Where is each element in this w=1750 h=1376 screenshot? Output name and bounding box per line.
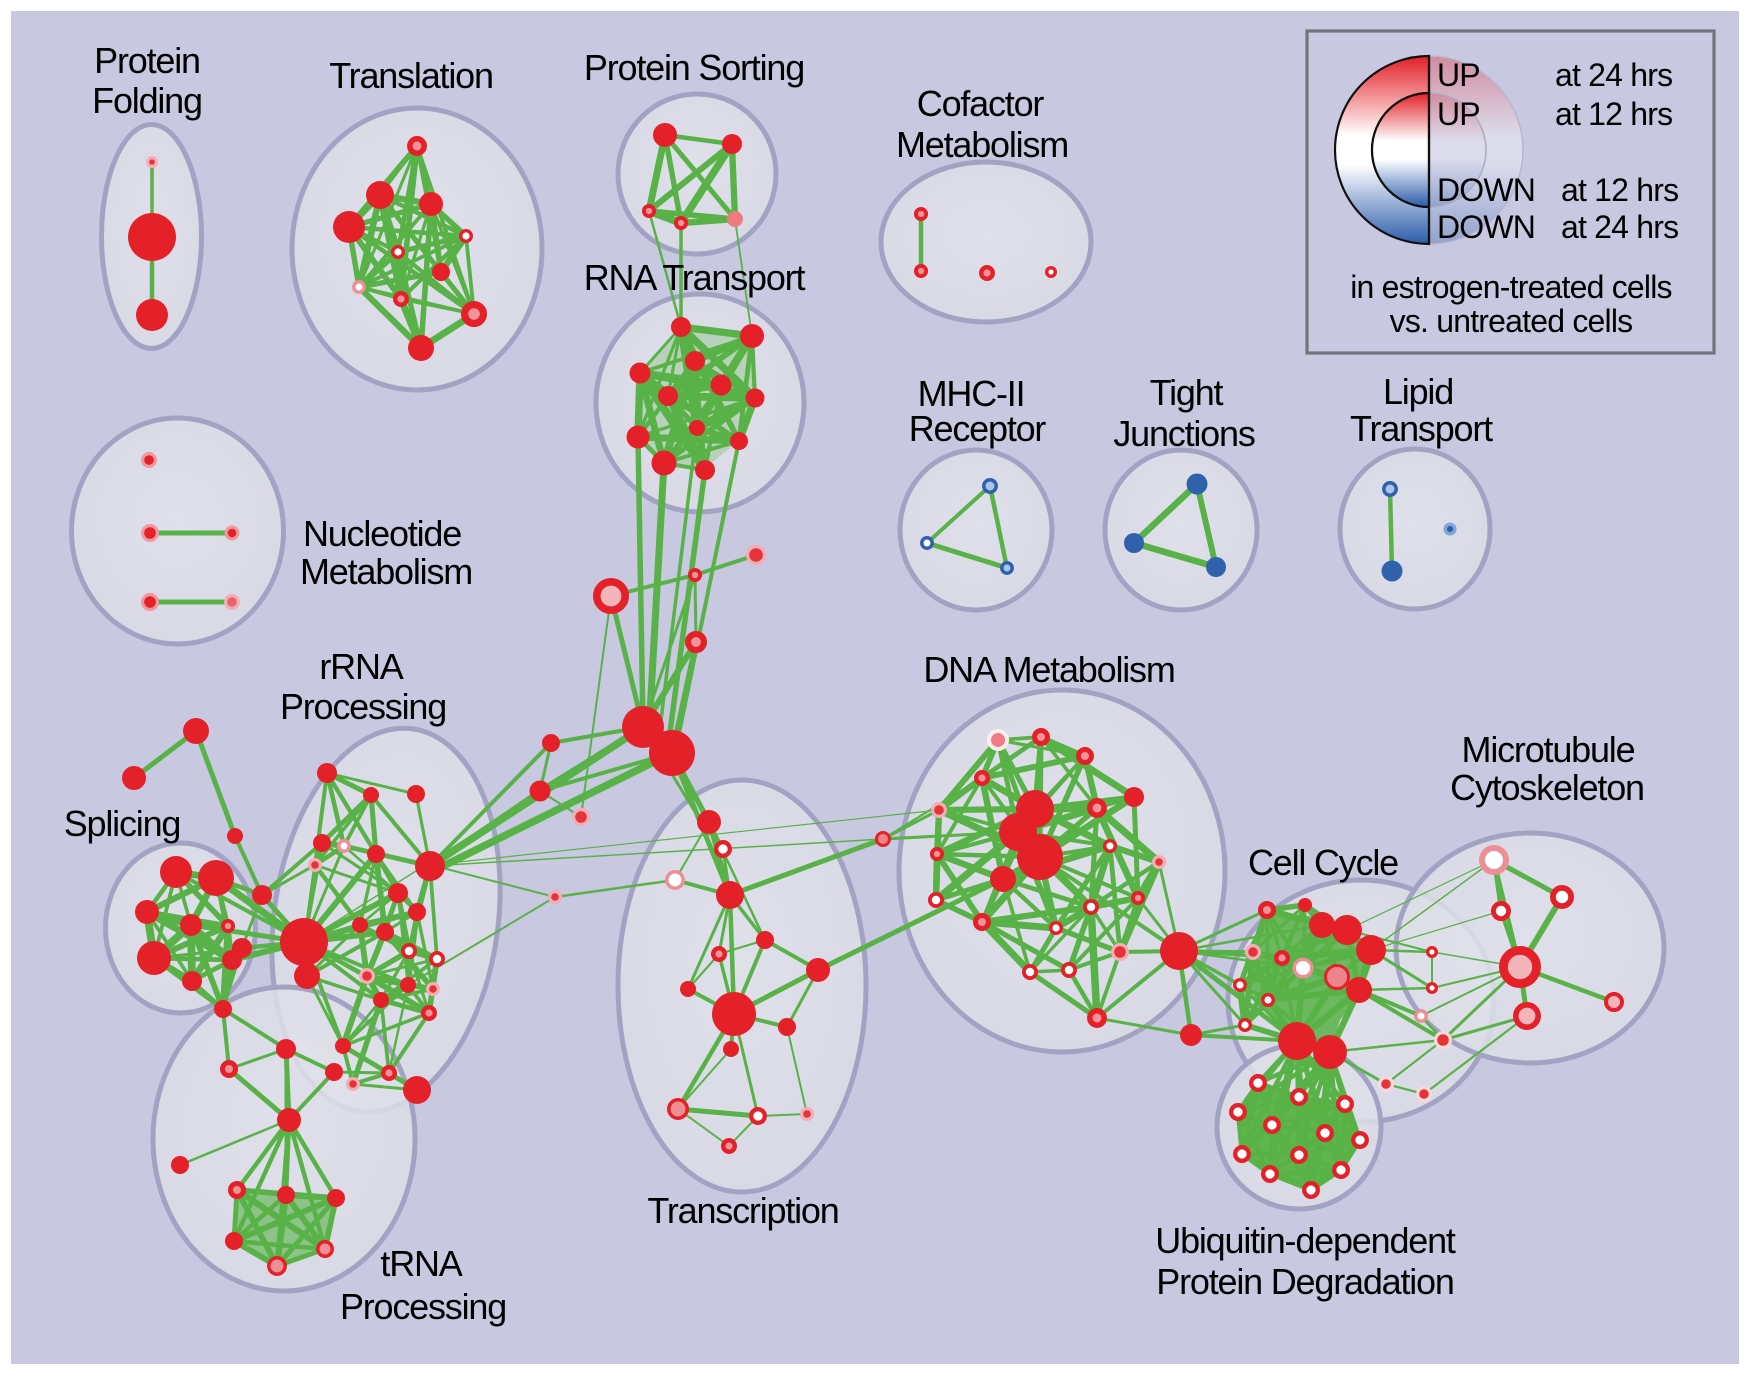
svg-text:Tight: Tight <box>1150 372 1224 413</box>
svg-text:Folding: Folding <box>92 80 202 121</box>
svg-text:Receptor: Receptor <box>909 408 1047 449</box>
svg-text:Transcription: Transcription <box>647 1190 838 1231</box>
svg-text:Protein Degradation: Protein Degradation <box>1156 1261 1453 1302</box>
svg-text:at 12 hrs: at 12 hrs <box>1561 172 1678 208</box>
svg-text:Lipid: Lipid <box>1383 371 1453 412</box>
svg-text:Processing: Processing <box>340 1286 506 1327</box>
svg-text:at 12 hrs: at 12 hrs <box>1555 96 1672 132</box>
svg-text:UP: UP <box>1437 96 1480 132</box>
svg-text:Junctions: Junctions <box>1113 413 1254 454</box>
svg-text:Ubiquitin-dependent: Ubiquitin-dependent <box>1155 1220 1456 1261</box>
svg-text:RNA Transport: RNA Transport <box>584 257 806 298</box>
svg-text:MHC-II: MHC-II <box>918 373 1025 414</box>
svg-text:DOWN: DOWN <box>1437 209 1535 245</box>
svg-text:in estrogen-treated cells: in estrogen-treated cells <box>1350 269 1672 305</box>
svg-text:UP: UP <box>1437 57 1480 93</box>
svg-text:Translation: Translation <box>329 55 493 96</box>
svg-text:vs. untreated cells: vs. untreated cells <box>1390 303 1633 339</box>
svg-text:Splicing: Splicing <box>64 803 180 844</box>
svg-text:Microtubule: Microtubule <box>1462 729 1635 770</box>
svg-text:Metabolism: Metabolism <box>300 551 472 592</box>
svg-text:at 24 hrs: at 24 hrs <box>1561 209 1678 245</box>
svg-text:DOWN: DOWN <box>1437 172 1535 208</box>
svg-text:at 24 hrs: at 24 hrs <box>1555 57 1672 93</box>
svg-text:Transport: Transport <box>1350 408 1493 449</box>
svg-text:rRNA: rRNA <box>319 646 403 687</box>
svg-text:Metabolism: Metabolism <box>896 124 1068 165</box>
svg-text:DNA Metabolism: DNA Metabolism <box>923 649 1174 690</box>
svg-text:Protein Sorting: Protein Sorting <box>584 47 804 88</box>
svg-text:Nucleotide: Nucleotide <box>303 513 461 554</box>
svg-text:Cofactor: Cofactor <box>917 83 1045 124</box>
svg-text:tRNA: tRNA <box>380 1243 462 1284</box>
svg-text:Processing: Processing <box>280 686 446 727</box>
svg-text:Protein: Protein <box>94 40 200 81</box>
svg-text:Cytoskeleton: Cytoskeleton <box>1450 767 1644 808</box>
svg-text:Cell Cycle: Cell Cycle <box>1248 842 1398 883</box>
